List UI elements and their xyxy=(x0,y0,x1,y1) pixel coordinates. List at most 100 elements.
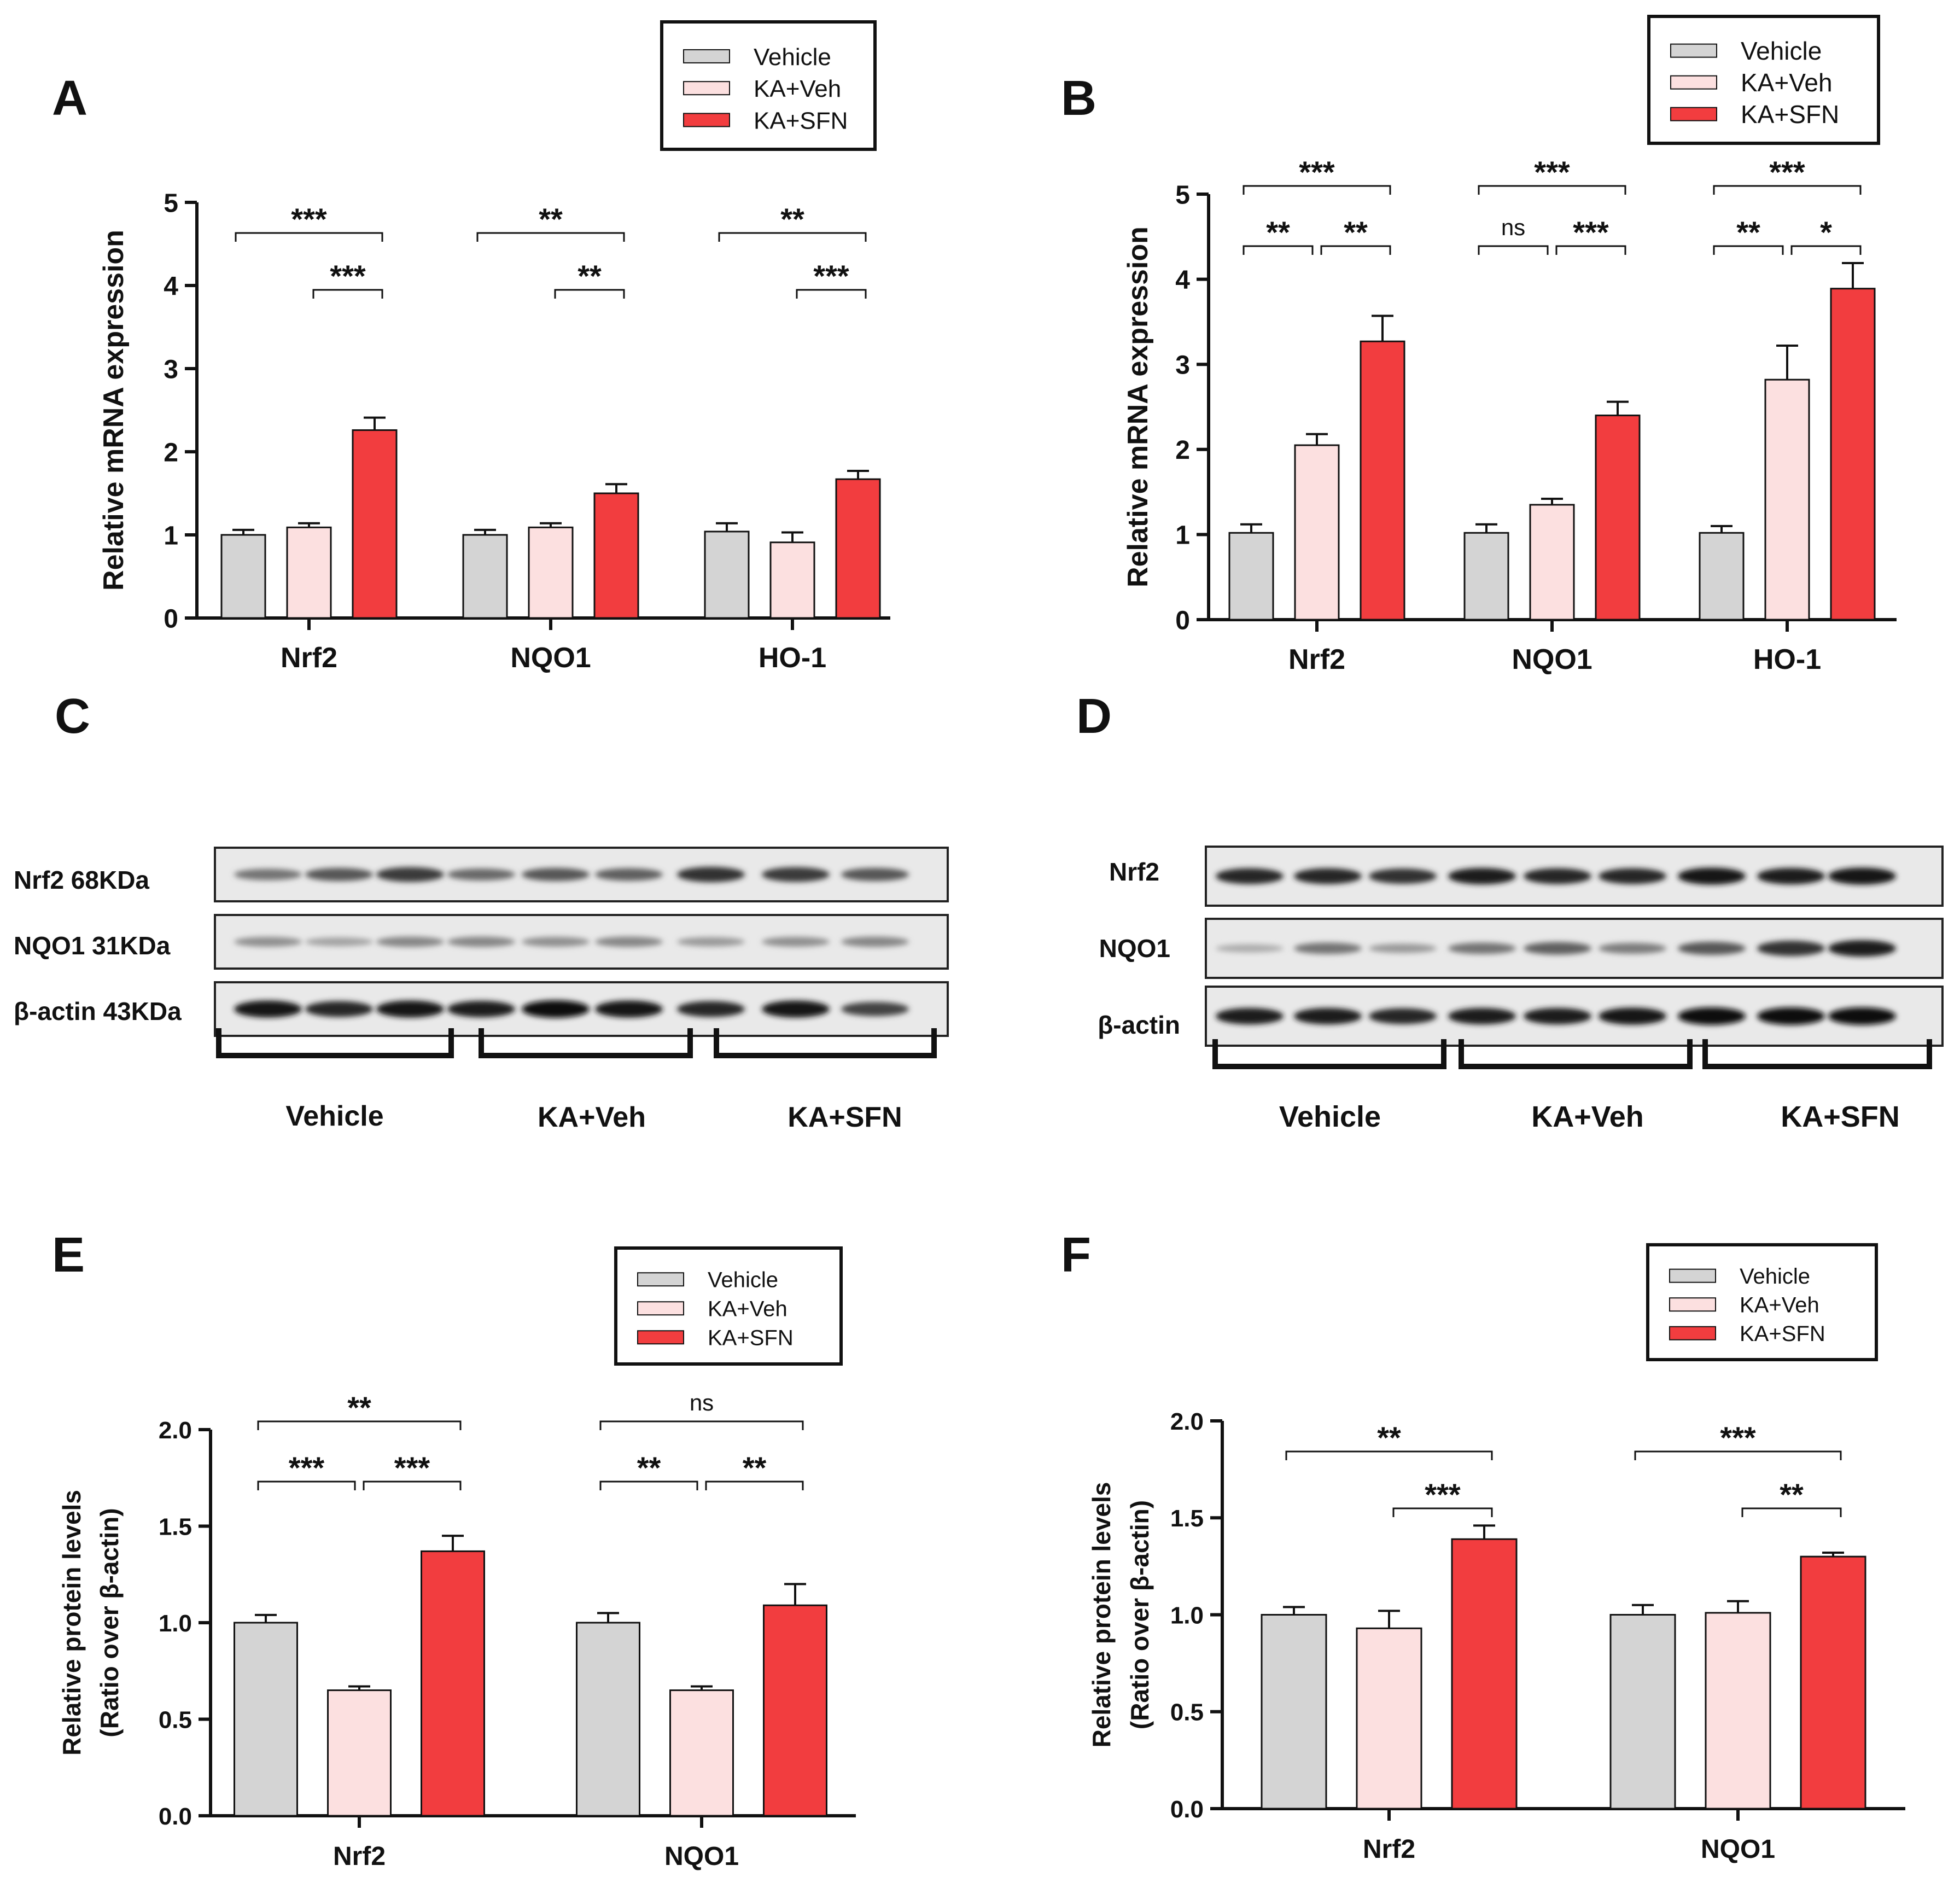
blot-d-row-label: β-actin xyxy=(1098,1011,1180,1039)
blot-band xyxy=(1524,942,1591,955)
y-axis-label: Relative protein levels xyxy=(57,1490,86,1756)
blot-band xyxy=(1828,1007,1896,1025)
chart-panel-f: 0.0 0.5 1.0 1.5 2.0 Nrf2 NQO1 Relative protein … xyxy=(1087,1243,1905,1864)
significance-bracket xyxy=(599,1480,698,1490)
blot-d-group-label: KA+Veh xyxy=(1531,1100,1644,1133)
blot-band xyxy=(1294,942,1362,954)
bar xyxy=(528,526,574,619)
significance-label: ** xyxy=(578,259,602,293)
blot-band xyxy=(305,868,373,881)
bar xyxy=(462,534,508,619)
y-tick-label: 0.5 xyxy=(159,1706,192,1733)
panel-label-f: F xyxy=(1061,1228,1091,1283)
group-bracket xyxy=(479,1028,693,1058)
significance-bracket xyxy=(1713,245,1784,255)
blot-band xyxy=(1599,868,1666,884)
y-tick-label: 0 xyxy=(1175,606,1190,635)
blot-band xyxy=(841,936,909,947)
significance-label: ** xyxy=(1780,1477,1804,1512)
legend-swatch xyxy=(683,49,730,63)
legend-label: Vehicle xyxy=(708,1268,778,1292)
blot-band xyxy=(1678,867,1746,885)
y-tick-label: 4 xyxy=(1175,266,1190,295)
legend-swatch xyxy=(683,113,730,127)
blot-band xyxy=(376,867,444,882)
bar xyxy=(769,541,815,619)
y-tick-label: 1.0 xyxy=(1170,1602,1204,1629)
y-axis-label: Relative protein levels xyxy=(1087,1482,1116,1748)
legend-swatch xyxy=(1669,1326,1716,1340)
legend-label: KA+Veh xyxy=(1741,68,1833,97)
blot-band xyxy=(595,868,663,881)
significance-label: *** xyxy=(291,202,327,236)
bar xyxy=(593,492,639,619)
y-tick-label: 0.0 xyxy=(1170,1796,1204,1823)
x-tick-label: Nrf2 xyxy=(281,642,337,674)
group-bracket xyxy=(216,1028,454,1058)
bar xyxy=(220,534,266,619)
significance-label: ** xyxy=(347,1390,371,1425)
significance-label: ns xyxy=(690,1390,714,1415)
significance-bracket xyxy=(1634,1450,1842,1460)
x-tick-label: Nrf2 xyxy=(333,1842,386,1871)
blot-band xyxy=(522,937,590,947)
significance-bracket xyxy=(363,1480,462,1490)
bar xyxy=(1529,504,1575,621)
blot-band xyxy=(1216,868,1284,884)
blot-band xyxy=(1216,1008,1284,1024)
blot-band xyxy=(1599,943,1666,954)
blot-band xyxy=(841,868,909,881)
blot-band xyxy=(762,1000,830,1018)
legend-label: Vehicle xyxy=(1741,37,1822,65)
significance-bracket xyxy=(1555,245,1626,255)
significance-bracket xyxy=(1320,245,1391,255)
bar xyxy=(1705,1612,1771,1810)
blot-band xyxy=(376,936,444,947)
panel-label-a: A xyxy=(52,71,88,126)
blot-d-group-label: Vehicle xyxy=(1279,1100,1381,1133)
blot-band xyxy=(1828,940,1896,957)
blot-band xyxy=(1757,941,1825,956)
legend-swatch xyxy=(1669,1268,1716,1283)
blot-band xyxy=(677,937,745,947)
y-tick-label: 1.5 xyxy=(159,1513,192,1540)
y-tick-label: 2 xyxy=(1175,436,1190,465)
y-tick-label: 1.5 xyxy=(1170,1505,1204,1532)
x-tick-label: NQO1 xyxy=(1512,644,1592,675)
legend-label: Vehicle xyxy=(1740,1264,1810,1289)
blot-band xyxy=(1678,942,1746,955)
significance-label: ** xyxy=(1377,1420,1401,1455)
bar xyxy=(1451,1538,1518,1810)
group-bracket xyxy=(1212,1039,1446,1069)
significance-bracket xyxy=(257,1420,462,1430)
blot-band xyxy=(447,868,515,881)
blot-c-group-label: Vehicle xyxy=(285,1100,383,1132)
blot-band xyxy=(376,1000,444,1018)
legend-label: KA+SFN xyxy=(1740,1322,1825,1346)
legend-label: KA+SFN xyxy=(708,1326,794,1350)
bar xyxy=(327,1689,392,1817)
significance-label: *** xyxy=(813,259,849,293)
bar xyxy=(1356,1627,1422,1810)
blot-band xyxy=(234,868,302,881)
y-tick-label: 3 xyxy=(1175,351,1190,380)
western-blot-d: Nrf2 NQO1 β-actin Vehicle KA+Veh KA+SFN xyxy=(1098,846,1944,1133)
y-axis-label: (Ratio over β-actin) xyxy=(95,1508,124,1737)
significance-bracket xyxy=(1285,1450,1493,1460)
bar xyxy=(421,1550,485,1817)
significance-label: *** xyxy=(1720,1420,1756,1455)
legend-label: Vehicle xyxy=(754,44,831,71)
panel-label-b: B xyxy=(1061,71,1096,126)
x-tick-label: HO-1 xyxy=(1753,644,1821,675)
significance-bracket xyxy=(1478,185,1626,195)
significance-bracket xyxy=(1242,245,1314,255)
panel-label-e: E xyxy=(52,1228,85,1283)
blot-d-group-label: KA+SFN xyxy=(1781,1100,1900,1133)
legend-label: KA+Veh xyxy=(754,75,841,102)
significance-label: *** xyxy=(1425,1477,1461,1512)
legend-swatch xyxy=(1670,75,1717,90)
legend-swatch xyxy=(637,1330,684,1345)
significance-label: ** xyxy=(1344,215,1368,249)
x-tick-label: NQO1 xyxy=(1701,1835,1775,1864)
